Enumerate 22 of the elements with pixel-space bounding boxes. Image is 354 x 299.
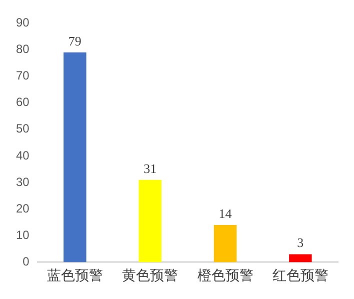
bar xyxy=(64,52,86,262)
data-label: 79 xyxy=(68,33,82,48)
bar xyxy=(138,180,162,262)
x-tick-label: 蓝色预警 xyxy=(46,268,103,284)
y-tick-label: 50 xyxy=(16,122,30,136)
y-tick-label: 90 xyxy=(16,16,30,30)
data-label: 31 xyxy=(144,160,157,176)
data-label: 14 xyxy=(218,206,232,221)
y-tick-label: 30 xyxy=(16,174,30,189)
bar xyxy=(289,254,312,262)
y-tick-label: 70 xyxy=(16,68,30,83)
y-tick-label: 20 xyxy=(16,201,30,216)
data-label: 3 xyxy=(297,235,304,250)
y-tick-label: 60 xyxy=(16,95,30,110)
y-tick-label: 80 xyxy=(16,42,30,56)
y-tick-label: 10 xyxy=(16,228,30,242)
y-tick-label: 0 xyxy=(22,254,30,269)
x-tick-label: 红色预警 xyxy=(272,268,328,284)
y-tick-label: 40 xyxy=(16,148,30,162)
x-tick-label: 橙色预警 xyxy=(197,268,254,284)
x-tick-label: 黄色预警 xyxy=(122,268,178,284)
bar xyxy=(214,225,237,262)
